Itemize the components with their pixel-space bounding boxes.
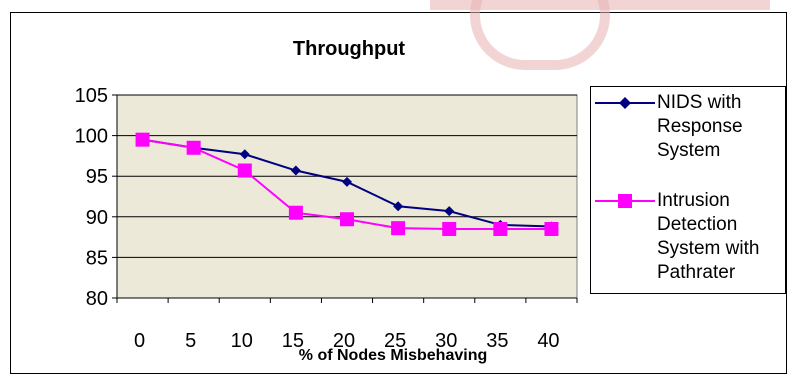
series-2-point-20 <box>340 212 354 227</box>
watermark-ring <box>470 0 610 70</box>
x-tick-label-30: 30 <box>435 330 457 352</box>
series-1-point-25 <box>393 201 404 212</box>
x-axis-label: % of Nodes Misbehaving <box>299 347 487 364</box>
y-tick-label-105: 105 <box>75 85 108 107</box>
x-tick-label-35: 35 <box>486 330 508 352</box>
legend-label-series-1: NIDS with Response System <box>657 92 743 161</box>
x-tick-label-15: 15 <box>282 330 304 352</box>
x-tick-labels: 0 5 10 15 20 25 30 35 40 <box>134 330 560 352</box>
series-2-point-30 <box>442 221 457 236</box>
x-tick-label-5: 5 <box>185 330 196 352</box>
x-tick-label-25: 25 <box>384 330 406 352</box>
axes <box>112 94 578 303</box>
series-1-point-15 <box>290 165 301 176</box>
series-1-point-30 <box>444 206 455 217</box>
series-group <box>135 132 559 236</box>
x-tick-label-40: 40 <box>537 330 559 352</box>
y-tick-label-100: 100 <box>75 126 108 148</box>
series-1-point-10 <box>239 149 250 160</box>
series-2-point-0 <box>135 132 150 147</box>
y-tick-label-85: 85 <box>86 247 108 269</box>
diamond-marker-icon <box>595 97 655 109</box>
chart-title: Throughput <box>293 38 406 60</box>
series-2-point-15 <box>288 205 303 220</box>
legend: NIDS with Response System Intrusion Dete… <box>590 86 786 294</box>
y-tick-label-95: 95 <box>86 166 108 188</box>
y-tick-label-90: 90 <box>86 207 108 229</box>
x-tick-label-20: 20 <box>333 330 355 352</box>
series-2-point-10 <box>237 163 252 178</box>
x-tick-label-10: 10 <box>231 330 253 352</box>
y-tick-label-80: 80 <box>86 288 108 310</box>
series-2-point-5 <box>186 140 201 155</box>
series-2-point-25 <box>391 221 406 236</box>
series-2-point-40 <box>544 221 559 236</box>
plot-area <box>116 94 578 299</box>
series-2-point-35 <box>493 221 508 236</box>
legend-label-series-2: Intrusion Detection System with Pathrate… <box>657 190 760 283</box>
x-tick-label-0: 0 <box>134 330 145 352</box>
square-marker-icon <box>595 194 655 208</box>
y-tick-labels: 80 85 90 95 100 105 <box>75 85 108 310</box>
series-1-point-20 <box>342 176 352 187</box>
